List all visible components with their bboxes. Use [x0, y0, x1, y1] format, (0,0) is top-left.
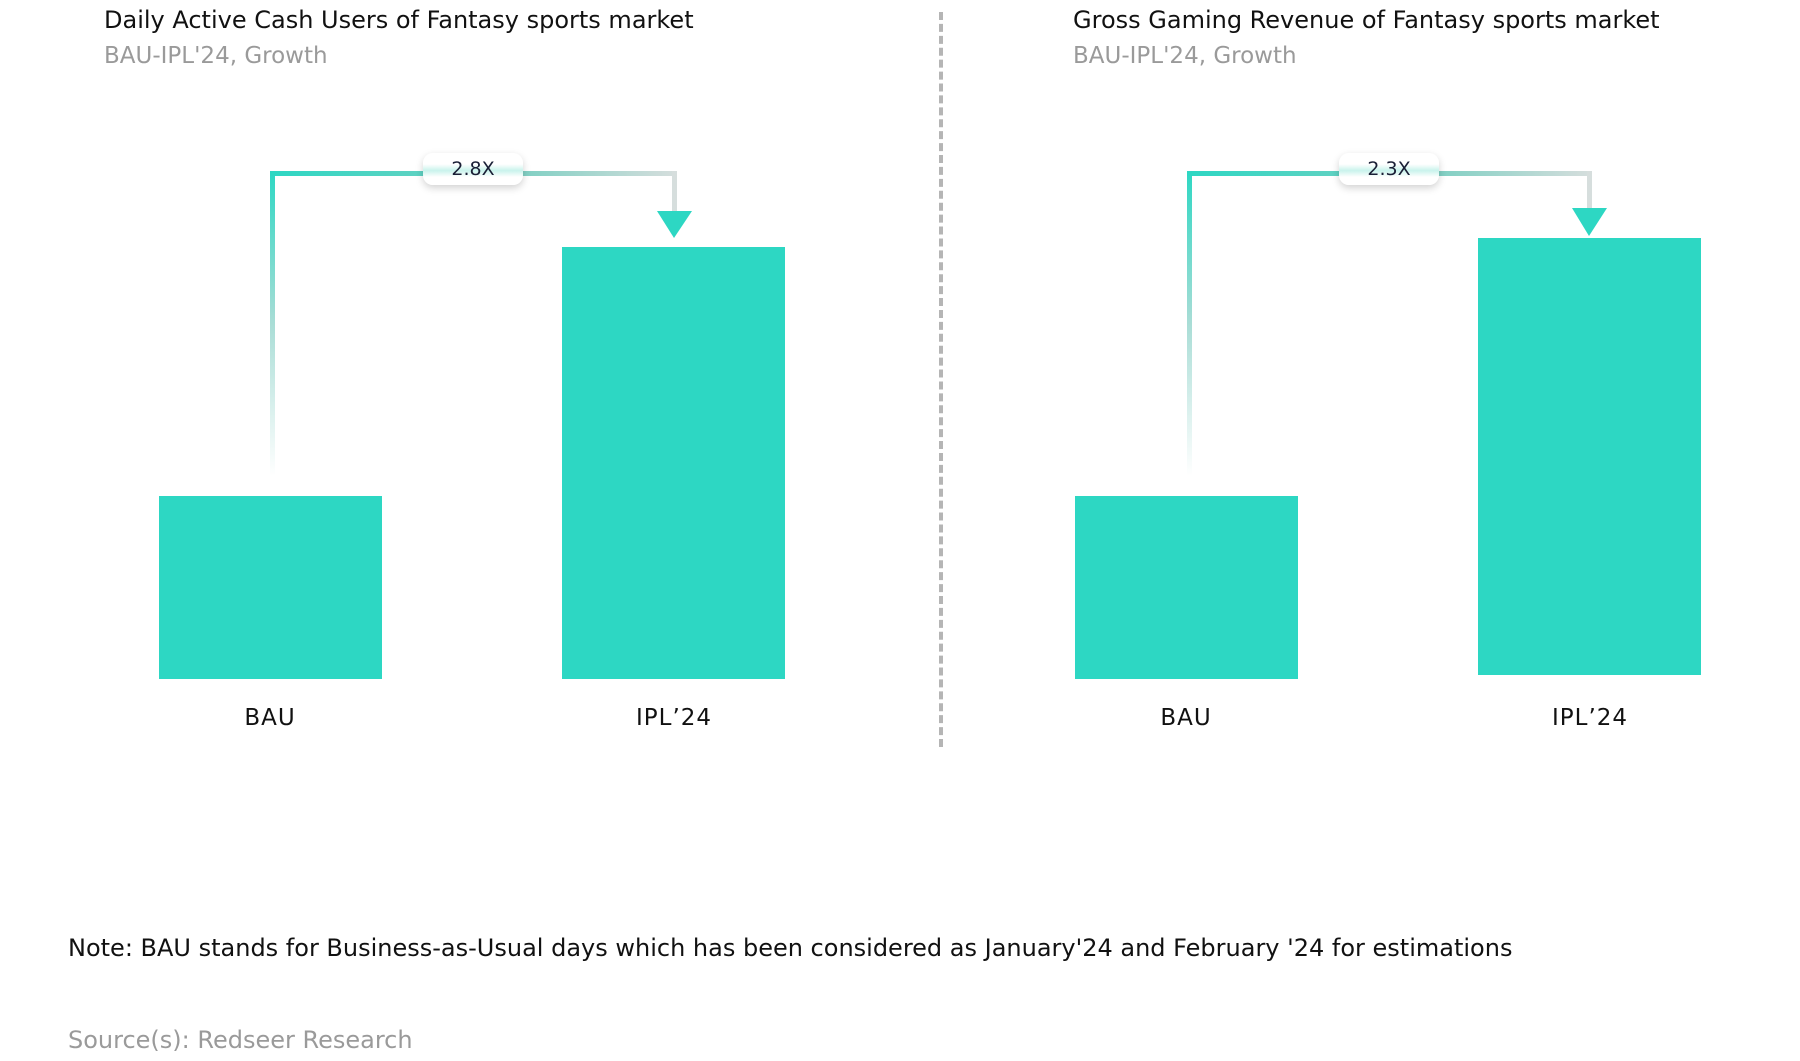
chart-subtitle-right: BAU-IPL'24, Growth [1073, 43, 1297, 69]
chart-subtitle-left: BAU-IPL'24, Growth [104, 43, 328, 69]
category-label: IPL’24 [635, 705, 713, 731]
chart-title-left: Daily Active Cash Users of Fantasy sport… [104, 6, 694, 34]
category-label: IPL’24 [1551, 705, 1629, 731]
category-label: BAU [244, 705, 296, 731]
growth-label-left: 2.8X [423, 153, 523, 185]
divider [939, 12, 943, 747]
bar-right-bau [1075, 496, 1298, 679]
growth-label-right: 2.3X [1339, 153, 1439, 185]
bar-left-ipl24 [562, 247, 785, 679]
footnote: Note: BAU stands for Business-as-Usual d… [68, 934, 1513, 962]
bar-left-bau [159, 496, 382, 679]
arrow-down-icon [1572, 208, 1607, 236]
bar-right-ipl24 [1478, 238, 1701, 675]
chart-title-right: Gross Gaming Revenue of Fantasy sports m… [1073, 6, 1660, 34]
category-label: BAU [1160, 705, 1212, 731]
source-note: Source(s): Redseer Research [68, 1026, 413, 1054]
arrow-down-icon [657, 211, 692, 238]
